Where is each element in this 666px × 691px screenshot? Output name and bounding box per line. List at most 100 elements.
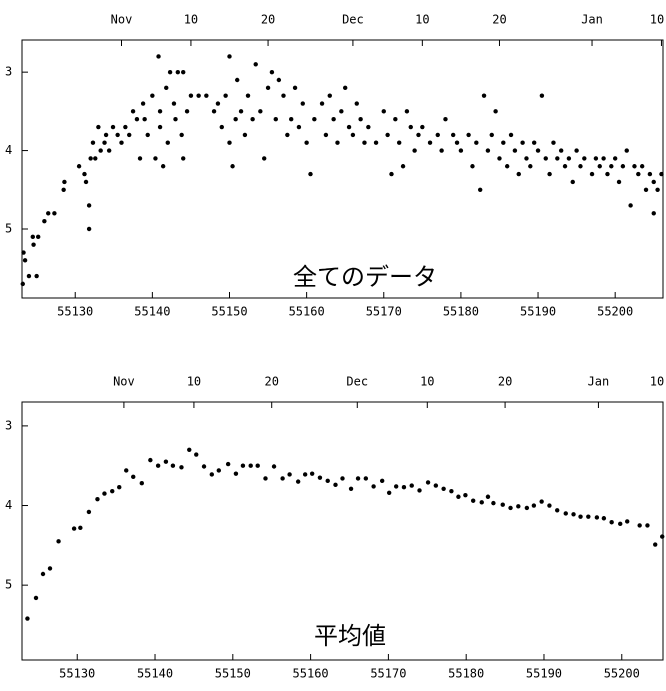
data-point: [46, 211, 51, 216]
x2-tick-label: Nov: [113, 375, 135, 389]
data-point: [188, 93, 194, 98]
data-point: [216, 468, 222, 473]
data-point: [157, 109, 163, 114]
data-point: [609, 164, 614, 169]
data-point: [386, 490, 392, 495]
data-point: [354, 101, 359, 106]
data-point: [156, 54, 161, 59]
data-point: [130, 109, 136, 114]
y-tick-label: 5: [5, 221, 12, 235]
data-point: [400, 164, 406, 169]
plot-annotation: 全てのデータ: [293, 263, 437, 291]
data-point: [167, 69, 173, 75]
data-point: [535, 148, 541, 153]
data-point: [276, 77, 282, 83]
data-point: [30, 234, 35, 240]
data-point: [497, 156, 502, 161]
data-point: [539, 93, 545, 98]
data-point: [355, 476, 361, 481]
data-point: [624, 148, 629, 153]
data-point: [211, 109, 217, 114]
x2-tick-label: 10: [420, 375, 434, 389]
data-point: [441, 486, 446, 491]
data-point: [474, 140, 479, 145]
data-point: [547, 503, 552, 508]
data-point: [134, 117, 140, 122]
data-point: [102, 491, 107, 496]
data-point: [348, 486, 354, 491]
x2-tick-label: 10: [187, 375, 201, 389]
data-point: [524, 505, 530, 511]
x2-tick-label: Dec: [342, 13, 364, 27]
data-point: [412, 148, 417, 153]
data-point: [586, 514, 591, 519]
plot-annotation: 平均値: [314, 622, 386, 650]
data-point: [238, 109, 244, 114]
data-point: [508, 505, 513, 511]
data-point: [333, 482, 338, 488]
data-point: [170, 463, 176, 468]
data-point: [227, 54, 232, 59]
data-point: [47, 566, 53, 571]
data-point: [605, 171, 610, 177]
data-point: [524, 156, 529, 161]
data-point: [408, 124, 413, 130]
data-point: [618, 521, 623, 527]
data-point: [96, 124, 101, 130]
plot-frame: [21, 401, 664, 661]
data-point: [520, 140, 525, 145]
data-point: [389, 171, 394, 177]
data-point: [302, 472, 308, 477]
data-point: [393, 117, 398, 122]
data-point: [454, 140, 460, 145]
data-point: [425, 480, 431, 485]
data-point: [117, 485, 122, 490]
data-point: [470, 164, 475, 169]
data-point: [157, 124, 163, 130]
x-tick-label: 55190: [520, 305, 556, 319]
data-point: [485, 148, 491, 153]
data-point: [516, 171, 521, 177]
y-tick-label: 3: [5, 418, 12, 432]
x-tick-label: 55180: [448, 667, 484, 681]
data-point: [179, 465, 184, 470]
data-point: [456, 494, 461, 499]
data-point: [194, 452, 199, 457]
y-tick-label: 4: [5, 498, 12, 512]
data-point: [181, 156, 186, 161]
data-point: [31, 242, 36, 247]
data-point: [110, 124, 116, 130]
data-point: [34, 273, 39, 279]
data-point: [566, 156, 572, 161]
data-point: [570, 179, 575, 185]
data-point: [651, 211, 656, 216]
x-tick-label: 55140: [134, 305, 170, 319]
data-point: [22, 258, 28, 263]
y-tick-label: 5: [5, 578, 12, 592]
data-point: [601, 156, 606, 161]
data-point: [625, 519, 630, 524]
data-point: [578, 514, 583, 519]
data-point: [61, 187, 66, 192]
data-point: [145, 132, 150, 138]
data-point: [255, 463, 260, 468]
data-point: [539, 499, 544, 504]
x-tick-label: 55150: [211, 305, 247, 319]
data-point: [609, 520, 614, 525]
data-point: [435, 132, 440, 138]
data-point: [95, 496, 100, 502]
data-point: [616, 179, 622, 185]
data-point: [280, 476, 285, 481]
data-point: [281, 93, 286, 98]
data-point: [187, 447, 192, 452]
y-tick-label: 3: [5, 65, 12, 79]
data-point: [651, 179, 656, 185]
data-point: [227, 140, 232, 145]
data-point: [636, 171, 641, 177]
data-point: [639, 164, 645, 169]
data-point: [106, 148, 112, 153]
data-point: [242, 132, 248, 138]
data-point: [171, 101, 177, 106]
data-point: [245, 93, 251, 98]
data-point: [443, 117, 448, 122]
